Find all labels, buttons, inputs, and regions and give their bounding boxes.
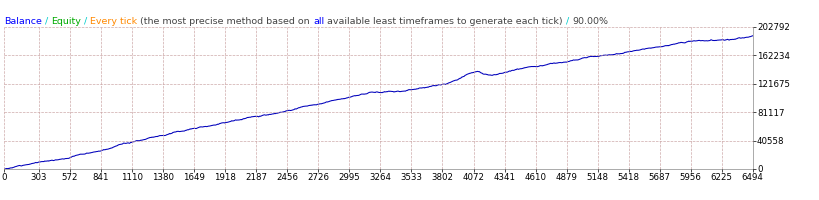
Text: (the most precise method based on: (the most precise method based on (138, 17, 313, 26)
Text: /: / (81, 17, 90, 26)
Text: available least timeframes to generate each tick): available least timeframes to generate e… (324, 17, 562, 26)
Text: all: all (313, 17, 324, 26)
Text: Equity: Equity (51, 17, 81, 26)
Text: Balance: Balance (4, 17, 42, 26)
Text: /: / (562, 17, 572, 26)
Text: 90.00%: 90.00% (572, 17, 608, 26)
Text: Every tick: Every tick (90, 17, 138, 26)
Text: /: / (42, 17, 51, 26)
